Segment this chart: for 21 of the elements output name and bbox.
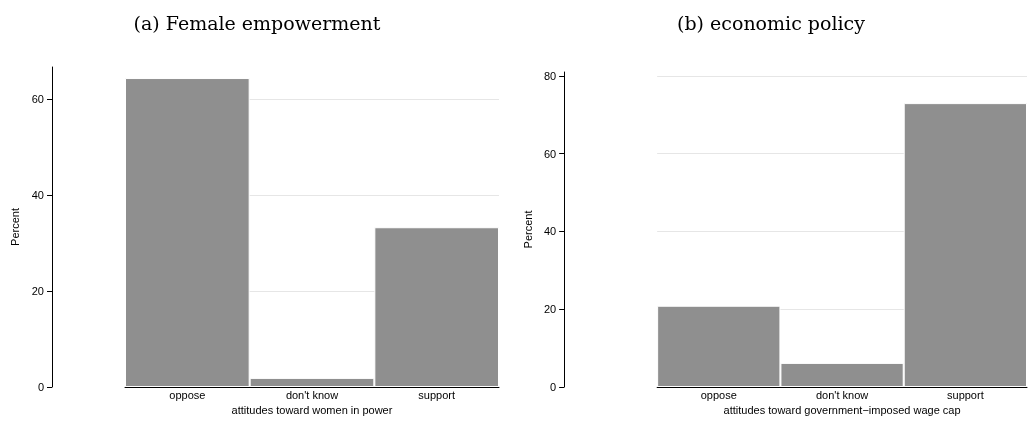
- x-tick-label: support: [947, 388, 984, 401]
- x-tick-label: oppose: [700, 388, 737, 401]
- x-tick-label: don't know: [285, 388, 339, 401]
- y-axis-title: Percent: [9, 208, 22, 246]
- y-tick-label: 20: [543, 303, 557, 316]
- y-tick-label: 40: [543, 225, 557, 238]
- y-tick-label: 0: [550, 381, 557, 393]
- y-tick-label: 20: [31, 285, 44, 298]
- y-tick-label: 0: [37, 381, 44, 393]
- chart-title: (a) Female empowerment: [133, 11, 381, 34]
- x-tick-label: support: [418, 388, 456, 401]
- y-tick-label: 60: [543, 147, 557, 160]
- x-axis-title: attitudes toward government−imposed wage cap: [723, 404, 961, 417]
- y-axis-title: Percent: [521, 210, 534, 249]
- chart-title: (b) economic policy: [677, 11, 866, 34]
- x-tick-label: oppose: [169, 388, 206, 401]
- y-tick-label: 80: [543, 69, 557, 82]
- y-tick-label: 60: [31, 93, 44, 106]
- y-tick-label: 40: [31, 189, 44, 202]
- x-axis-title: attitudes toward women in power: [231, 404, 393, 417]
- x-tick-label: don't know: [815, 388, 869, 401]
